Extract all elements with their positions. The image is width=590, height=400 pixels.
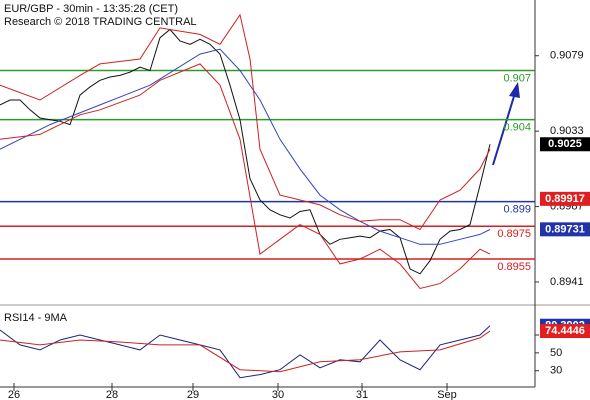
y-tick-label: 30 (550, 365, 562, 377)
series-line (0, 325, 491, 379)
x-tick-label: Sep (437, 389, 457, 400)
rsi-title: RSI14 - 9MA (4, 312, 68, 324)
y-tick-label: 0.9079 (550, 50, 584, 62)
x-tick-label: 30 (272, 389, 284, 400)
y-tick-label: 50 (550, 347, 562, 359)
level-label: 0.907 (503, 72, 531, 84)
price-tag (540, 137, 590, 152)
x-tick-label: 29 (187, 389, 199, 400)
level-label: 0.899 (503, 204, 531, 216)
price-tag (540, 324, 590, 339)
price-tag-label: 0.9025 (548, 138, 582, 150)
x-tick-label: 31 (356, 389, 368, 400)
series-line (0, 48, 491, 245)
series-line (0, 330, 491, 373)
series-line (0, 13, 491, 231)
series-line (0, 63, 491, 290)
chart-subtitle: Research © 2018 TRADING CENTRAL (4, 16, 197, 28)
price-tag-label: 74.4446 (545, 325, 585, 337)
x-tick-label: 28 (106, 389, 118, 400)
series-line (0, 28, 491, 275)
arrow-head (509, 82, 520, 98)
y-tick-label: 0.9033 (550, 125, 584, 137)
price-tag-label: 0.89917 (545, 193, 585, 205)
level-label: 0.8975 (497, 228, 531, 240)
y-tick-label: 0.8941 (550, 276, 584, 288)
chart-title: EUR/GBP - 30min - 13:35:28 (CET) (4, 3, 178, 15)
price-tag (540, 191, 590, 206)
x-tick-label: 26 (8, 389, 20, 400)
price-tag (540, 222, 590, 237)
price-tag-label: 0.89731 (545, 223, 585, 235)
level-label: 0.8955 (497, 261, 531, 273)
level-label: 0.904 (503, 122, 531, 134)
forecast-arrow (492, 92, 516, 166)
